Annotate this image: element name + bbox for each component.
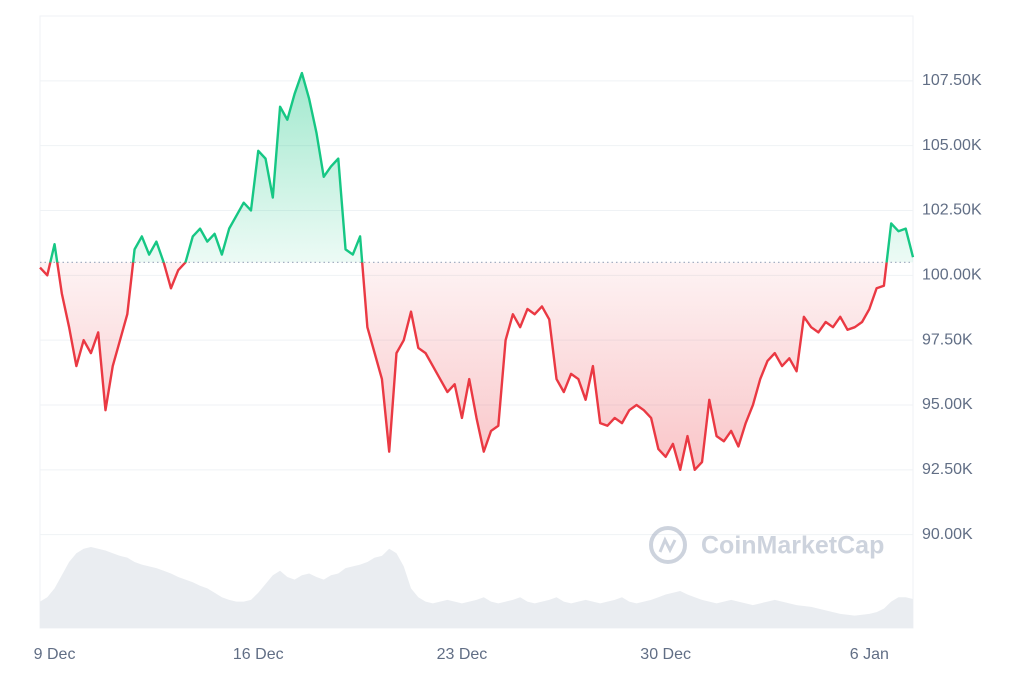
watermark-logo (649, 526, 687, 564)
y-tick-label: 90.00K (922, 526, 973, 543)
x-tick-label: 23 Dec (437, 646, 488, 663)
watermark-logo-mark (658, 536, 677, 554)
price-area (40, 73, 913, 470)
y-tick-label: 92.50K (922, 461, 973, 478)
y-tick-label: 105.00K (922, 137, 982, 154)
y-tick-label: 102.50K (922, 202, 982, 219)
watermark: CoinMarketCap (649, 526, 884, 564)
watermark-text: CoinMarketCap (701, 532, 884, 560)
price-line (39, 71, 915, 472)
x-tick-label: 30 Dec (640, 646, 691, 663)
y-tick-label: 95.00K (922, 396, 973, 413)
y-tick-label: 107.50K (922, 72, 982, 89)
x-tick-label: 6 Jan (850, 646, 889, 663)
y-tick-label: 100.00K (922, 267, 982, 284)
x-tick-label: 9 Dec (34, 646, 76, 663)
volume-area (40, 547, 913, 628)
x-tick-label: 16 Dec (233, 646, 284, 663)
y-tick-label: 97.50K (922, 331, 973, 348)
